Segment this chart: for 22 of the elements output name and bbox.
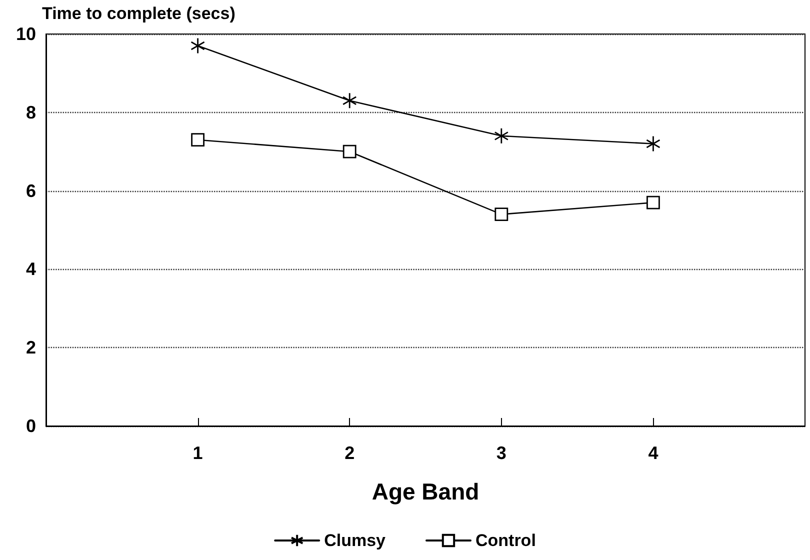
x-axis-title: Age Band bbox=[372, 478, 480, 504]
legend-label: Control bbox=[475, 531, 536, 550]
point bbox=[494, 128, 509, 144]
x-tick-label: 2 bbox=[344, 443, 355, 463]
point bbox=[342, 92, 357, 109]
point bbox=[494, 208, 508, 222]
point bbox=[646, 136, 660, 152]
y-tick-label: 10 bbox=[16, 24, 36, 44]
point bbox=[190, 38, 205, 54]
x-tick-label: 3 bbox=[496, 443, 506, 463]
x-tick-label: 4 bbox=[648, 443, 658, 463]
y-axis-title: Time to complete (secs) bbox=[42, 4, 236, 23]
point bbox=[646, 196, 660, 210]
legend-label: Clumsy bbox=[324, 531, 386, 550]
y-tick-label: 0 bbox=[26, 416, 36, 436]
y-tick-label: 6 bbox=[26, 180, 36, 201]
y-tick-label: 8 bbox=[26, 102, 36, 122]
point bbox=[191, 133, 204, 147]
y-tick-label: 2 bbox=[26, 338, 36, 358]
point bbox=[342, 144, 356, 158]
y-tick-label: 4 bbox=[26, 259, 36, 280]
x-tick-label: 1 bbox=[192, 443, 203, 463]
